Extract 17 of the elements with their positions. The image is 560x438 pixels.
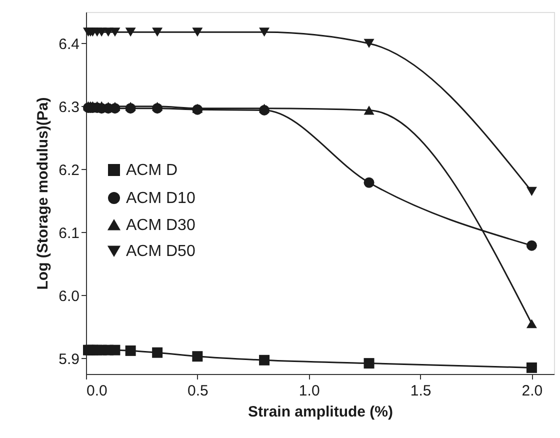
x-tick-label: 0.5 xyxy=(188,382,208,400)
legend-label: ACM D xyxy=(126,162,178,179)
x-tick-label: 0.0 xyxy=(86,382,108,400)
legend-label: ACM D10 xyxy=(126,190,196,207)
y-tick-label: 6.3 xyxy=(58,98,80,116)
x-tick-label: 1.0 xyxy=(298,382,320,400)
x-axis-title: Strain amplitude (%) xyxy=(248,404,394,420)
y-tick-label: 5.9 xyxy=(58,350,80,368)
legend-label: ACM D30 xyxy=(126,217,196,234)
legend-label: ACM D50 xyxy=(126,243,196,260)
y-tick-label: 6.4 xyxy=(58,36,80,53)
y-tick-label: 6.2 xyxy=(58,162,80,179)
y-tick-label: 6.0 xyxy=(58,288,80,305)
y-axis-title: Log (Storage modulus)(Pa) xyxy=(34,97,52,290)
y-tick-label: 6.1 xyxy=(58,224,80,242)
x-tick-label: 1.5 xyxy=(410,382,432,400)
x-tick-label: 2.0 xyxy=(522,382,543,400)
